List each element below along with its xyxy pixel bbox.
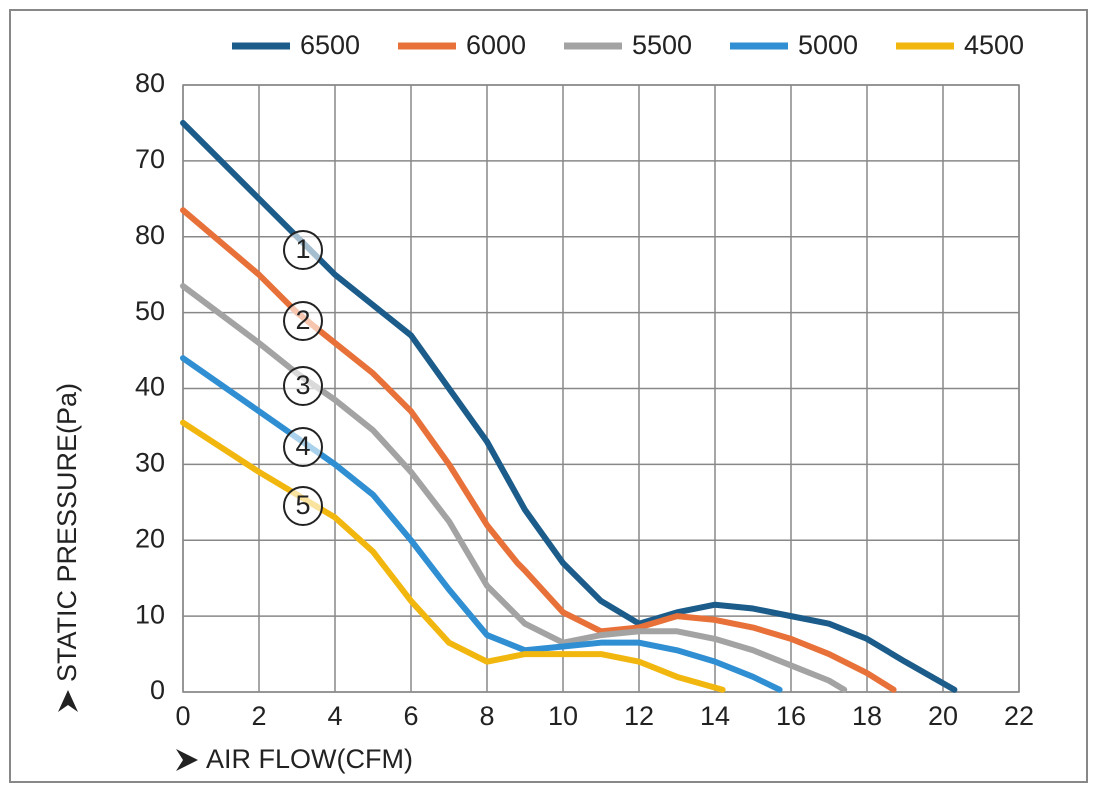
legend-label: 4500 [964, 30, 1024, 60]
x-tick-label: 2 [251, 701, 266, 731]
y-axis-title-group: STATIC PRESSURE(Pa) [52, 383, 82, 712]
legend-label: 5500 [632, 30, 692, 60]
annotation: 2 [295, 305, 310, 335]
x-tick-label: 16 [776, 701, 806, 731]
y-tick-label: 30 [135, 448, 165, 478]
plot-border [182, 84, 1020, 693]
x-tick-label: 18 [852, 701, 882, 731]
annotation: 3 [295, 370, 310, 400]
annotation-circle [283, 301, 323, 341]
legend-label: 5000 [798, 30, 858, 60]
annotation-circle [283, 427, 323, 467]
legend-label: 6500 [300, 30, 360, 60]
y-tick-label: 80 [135, 68, 165, 98]
arrow [58, 690, 78, 712]
annotation-circle [283, 366, 323, 406]
y-tick-label: 10 [135, 599, 165, 629]
y-axis-title: STATIC PRESSURE(Pa) [52, 383, 82, 682]
annotation: 1 [295, 234, 310, 264]
x-tick-label: 6 [403, 701, 418, 731]
series-line [180, 119, 958, 693]
x-tick-label: 22 [1004, 701, 1034, 731]
y-tick-label: 70 [135, 144, 165, 174]
annotation: 5 [295, 490, 310, 520]
legend-label: 6000 [466, 30, 526, 60]
y-tick-label: 40 [135, 372, 165, 402]
series-line [180, 283, 848, 693]
y-tick-label: 0 [150, 675, 165, 705]
x-axis-title-group: AIR FLOW(CFM) [176, 744, 413, 774]
x-tick-label: 14 [700, 701, 730, 731]
x-tick-label: 0 [175, 701, 190, 731]
series-line [180, 207, 897, 693]
annotation-circle [283, 486, 323, 526]
annotation: 4 [295, 431, 310, 461]
x-tick-label: 10 [548, 701, 578, 731]
annotation-circle [283, 230, 323, 270]
x-tick-label: 12 [624, 701, 654, 731]
y-tick-label: 20 [135, 523, 165, 553]
x-tick-label: 20 [928, 701, 958, 731]
y-tick-label: 50 [135, 296, 165, 326]
arrow [176, 749, 198, 771]
x-tick-label: 4 [327, 701, 342, 731]
series-line [180, 419, 726, 693]
x-tick-label: 8 [479, 701, 494, 731]
frame [9, 9, 1088, 783]
x-axis-title: AIR FLOW(CFM) [206, 744, 413, 774]
y-tick-label: 80 [135, 220, 165, 250]
series-line [180, 355, 783, 693]
